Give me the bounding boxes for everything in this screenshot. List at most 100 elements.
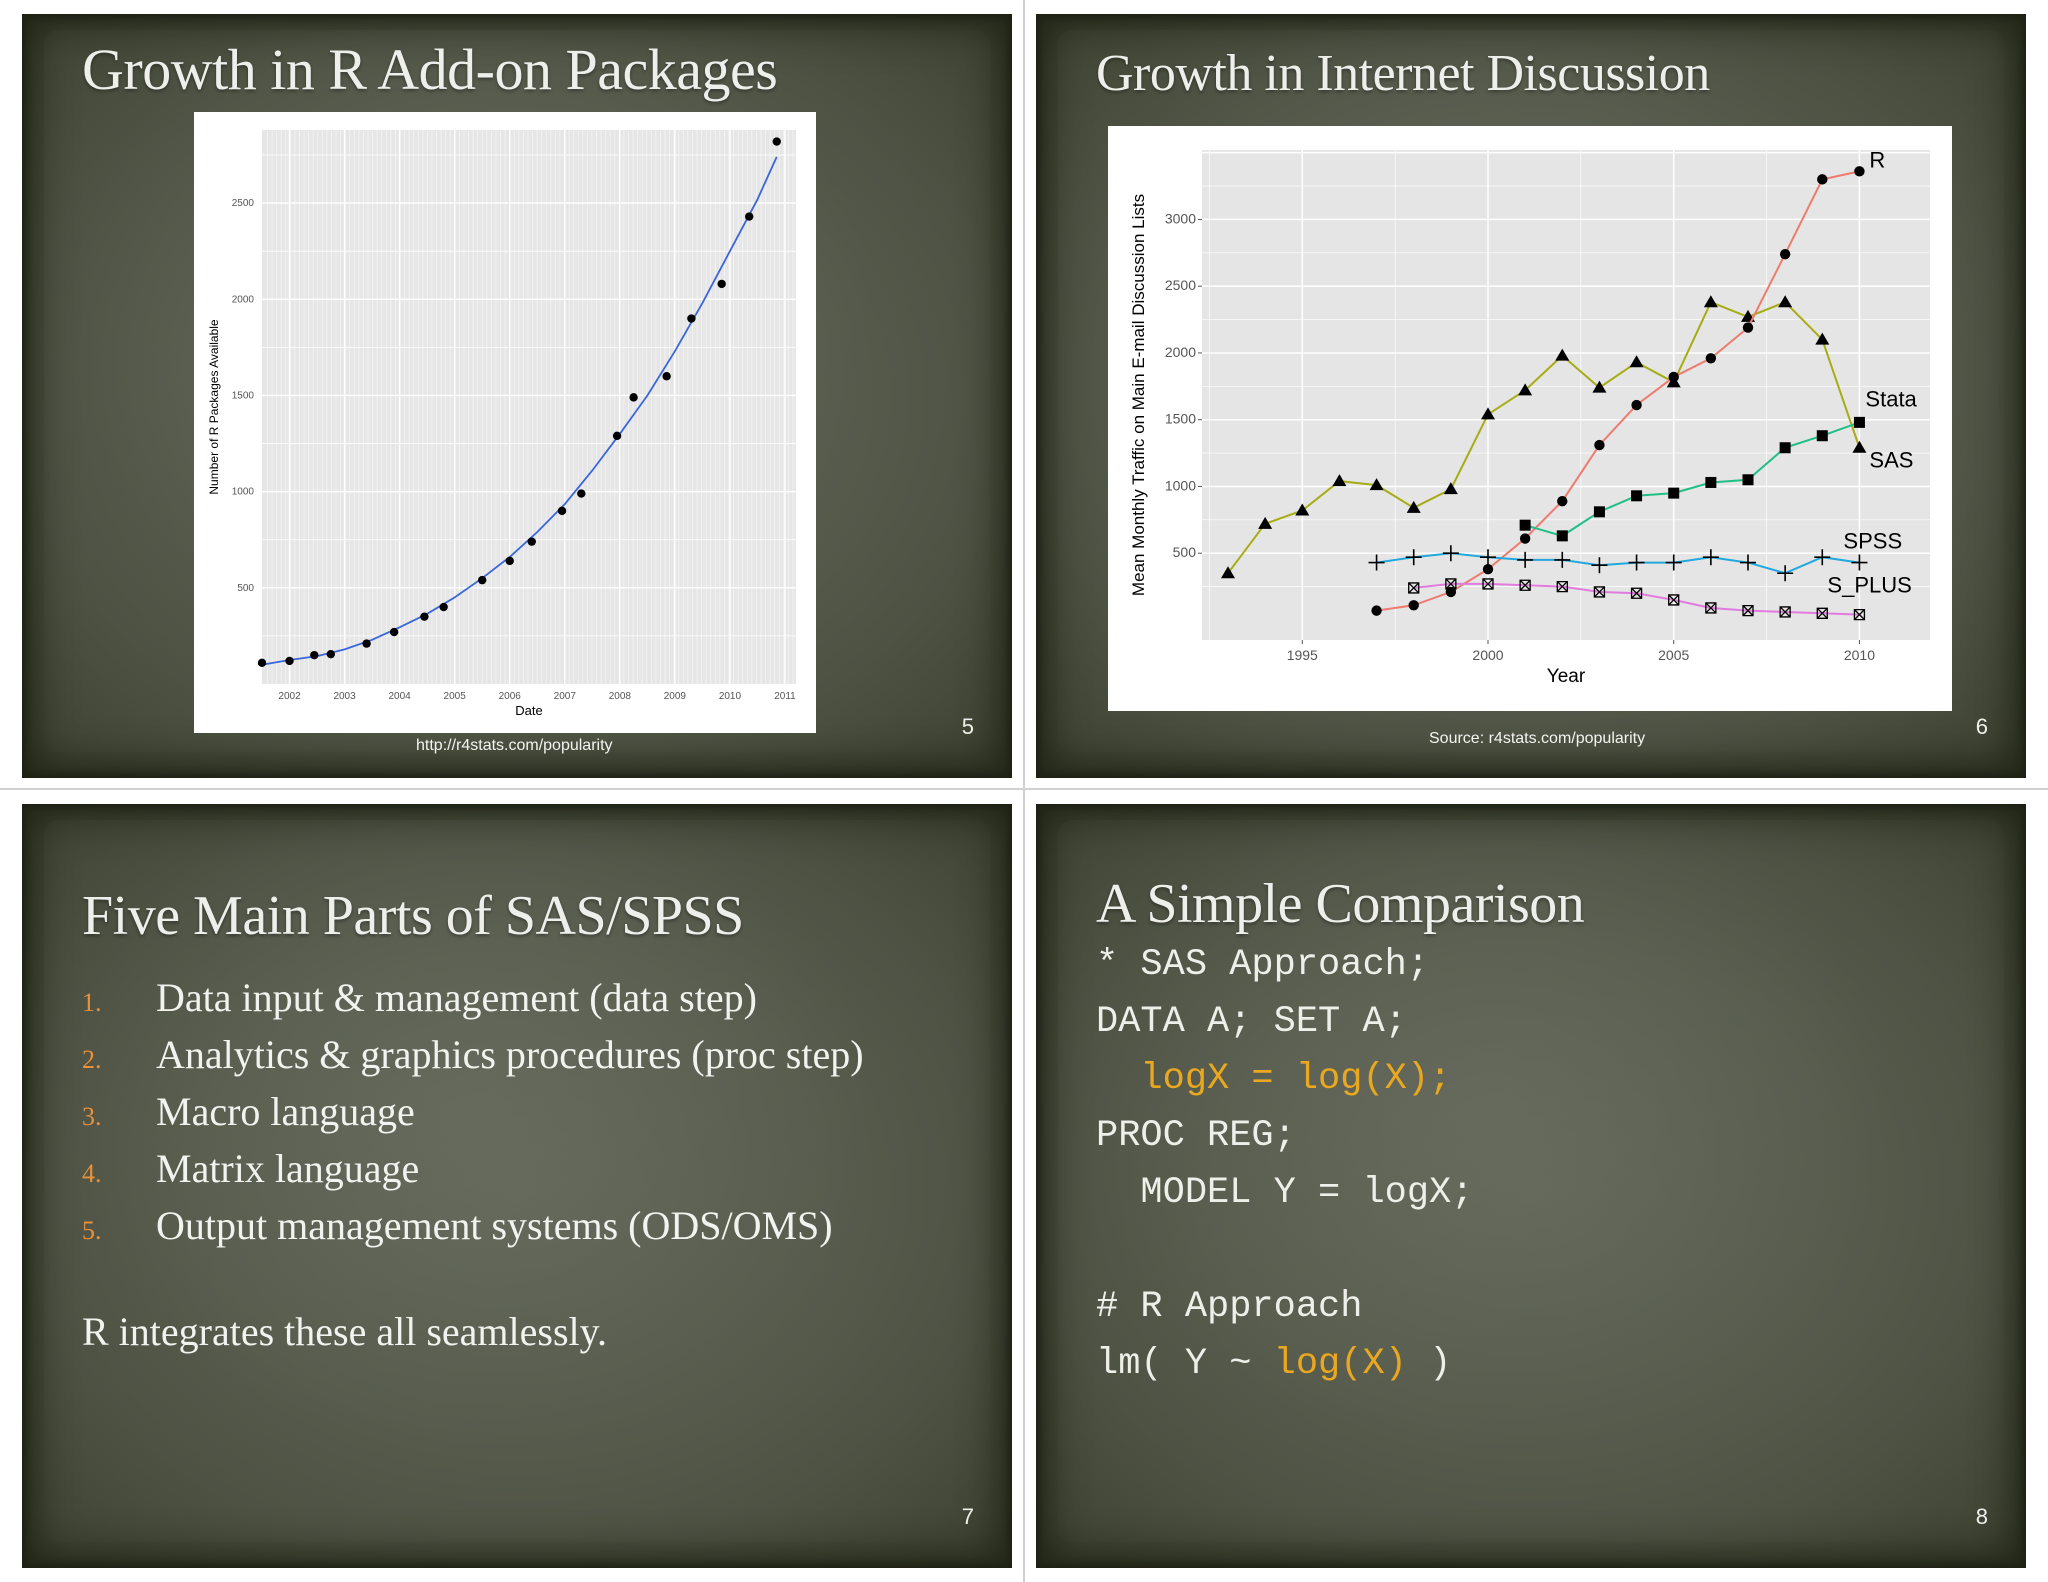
y-tick-label: 1000 xyxy=(232,487,255,498)
series-spss: SPSS xyxy=(1368,529,1902,582)
plot-panel xyxy=(1202,150,1930,640)
data-point xyxy=(1852,440,1867,453)
data-point xyxy=(1815,332,1830,345)
y-axis-label: Number of R Packages Available xyxy=(207,319,221,495)
x-tick-label: 2000 xyxy=(1472,647,1503,663)
list-text: Analytics & graphics procedures (proc st… xyxy=(156,1032,864,1077)
data-point xyxy=(1668,371,1679,383)
data-point xyxy=(1406,500,1421,513)
data-point xyxy=(1853,608,1866,621)
data-point xyxy=(1556,580,1568,593)
slide-7[interactable]: Five Main Parts of SAS/SPSS 1. Data input… xyxy=(22,804,1012,1568)
x-tick-label: 2009 xyxy=(664,691,687,702)
series-line xyxy=(1524,421,1860,537)
data-point xyxy=(478,575,487,585)
slide-8[interactable]: A Simple Comparison * SAS Approach; DATA… xyxy=(1036,804,2026,1568)
slide-number: 7 xyxy=(961,1504,974,1529)
data-point xyxy=(1816,607,1828,619)
data-point xyxy=(1665,554,1682,571)
data-point xyxy=(362,639,371,648)
series-label: Stata xyxy=(1865,386,1917,411)
data-point xyxy=(1445,578,1457,590)
series-line xyxy=(1376,170,1860,612)
y-tick-label: 1000 xyxy=(1165,477,1196,493)
data-point xyxy=(1631,399,1642,411)
x-axis-label: Year xyxy=(1547,666,1586,687)
data-point xyxy=(1778,295,1793,308)
series-label: SAS xyxy=(1869,448,1913,473)
data-point xyxy=(1593,586,1606,598)
data-point xyxy=(1480,549,1496,566)
x-tick-label: 2010 xyxy=(719,691,742,702)
slide-5[interactable]: Growth in R Add-on Packages 500 1000 1500 2… xyxy=(22,14,1012,778)
data-point xyxy=(1814,549,1831,566)
y-axis-label: Mean Monthly Traffic on Main E-mail Disc… xyxy=(1129,194,1148,596)
plot-panel xyxy=(262,130,796,684)
data-point xyxy=(1371,605,1382,616)
slide-title: Five Main Parts of SAS/SPSS xyxy=(82,885,744,947)
x-tick-label: 2004 xyxy=(389,691,412,702)
data-point xyxy=(1368,554,1385,571)
x-tick-label: 2010 xyxy=(1844,647,1875,663)
x-tick-label: 2006 xyxy=(499,691,522,702)
data-point xyxy=(527,537,536,546)
data-point xyxy=(1740,554,1756,571)
vertical-divider xyxy=(1023,0,1025,1582)
y-tick-label: 2000 xyxy=(1165,344,1196,360)
series-s_plus: S_PLUS xyxy=(1408,573,1912,621)
data-point xyxy=(1816,430,1828,442)
trend-line xyxy=(261,156,778,666)
list-number: 5. xyxy=(82,1216,102,1245)
x-tick-label: 1995 xyxy=(1287,647,1318,663)
data-point xyxy=(1369,478,1384,491)
data-point xyxy=(1405,549,1422,566)
data-point xyxy=(1555,348,1570,361)
data-point xyxy=(1481,407,1495,420)
data-point xyxy=(717,279,726,289)
discussion-chart-svg: 500 1000 1500 2000 2500 3000 1995 2000 2005 2010 Y… xyxy=(1129,147,1930,687)
y-tick-label: 500 xyxy=(237,583,254,594)
y-tick-label: 500 xyxy=(1173,544,1197,560)
x-tick-label: 2008 xyxy=(609,691,632,702)
list-text: Output management systems (ODS/OMS) xyxy=(156,1203,833,1248)
data-point xyxy=(1519,519,1531,531)
x-tick-label: 2011 xyxy=(774,691,796,702)
list-text: Matrix language xyxy=(156,1146,420,1191)
data-point xyxy=(1593,506,1605,518)
packages-chart: 500 1000 1500 2000 2500 2002 2003 2004 2005 2006 2… xyxy=(194,112,816,733)
data-point xyxy=(557,506,567,516)
source-link[interactable]: http://r4stats.com/popularity xyxy=(416,737,613,754)
slide-number: 8 xyxy=(1975,1504,1988,1529)
slide-6[interactable]: Growth in Internet Discussion 500 1000 150… xyxy=(1036,14,2026,778)
data-point xyxy=(1779,248,1791,260)
code-line-r-comment: # R Approach xyxy=(1096,1286,1363,1328)
data-point xyxy=(1705,476,1717,488)
packages-chart-svg: 500 1000 1500 2000 2500 2002 2003 2004 2005 2006 2… xyxy=(207,130,796,718)
series-r: R xyxy=(1371,147,1885,616)
data-point xyxy=(1592,380,1607,393)
data-point xyxy=(1705,353,1717,364)
x-tick-label: 2003 xyxy=(333,691,356,702)
data-point xyxy=(1482,578,1494,590)
data-point xyxy=(1295,503,1310,516)
data-point xyxy=(1817,174,1828,185)
data-point xyxy=(1517,551,1534,568)
series-stata: Stata xyxy=(1519,386,1918,542)
data-point xyxy=(745,212,754,221)
y-tick-label: 2500 xyxy=(1165,277,1196,293)
data-point xyxy=(1629,355,1644,368)
data-point xyxy=(1442,545,1459,562)
data-point xyxy=(1554,551,1571,568)
data-point xyxy=(310,650,319,660)
code-line-proc-reg: PROC REG; xyxy=(1096,1115,1296,1157)
code-line-model: MODEL Y = logX; xyxy=(1096,1172,1474,1214)
x-tick-label: 2005 xyxy=(1658,647,1689,663)
data-point xyxy=(1519,579,1531,591)
data-point xyxy=(1556,530,1568,542)
source-text: Source: r4stats.com/popularity xyxy=(1429,730,1646,747)
list-number: 4. xyxy=(82,1159,102,1188)
y-tick-label: 2500 xyxy=(232,198,255,209)
data-point xyxy=(1705,602,1717,614)
data-point xyxy=(1594,439,1605,451)
code-lm-log: log(X) xyxy=(1273,1343,1407,1385)
